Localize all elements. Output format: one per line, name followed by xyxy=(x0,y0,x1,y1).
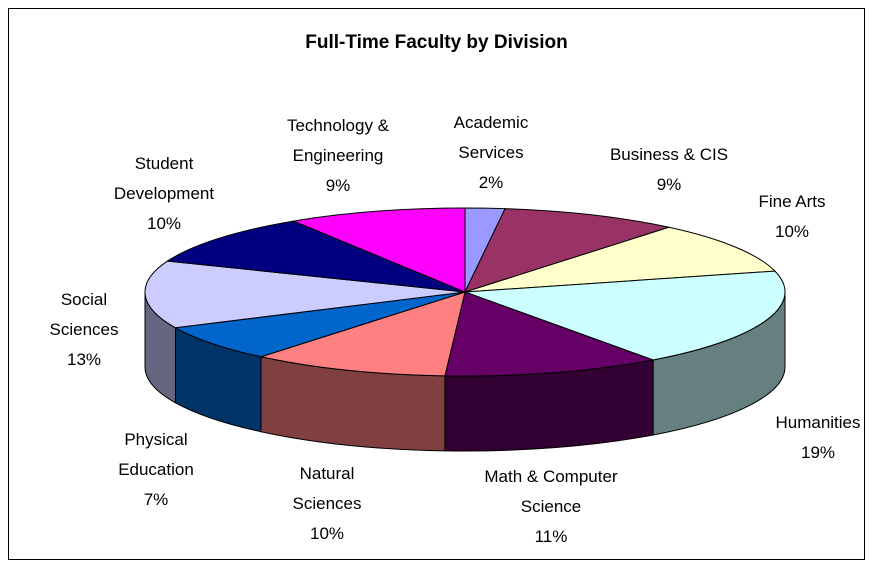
pie-slice xyxy=(144,260,466,329)
category-name: Physical Education xyxy=(118,430,194,479)
category-name: Business & CIS xyxy=(609,145,729,164)
percent-label: 9% xyxy=(325,176,351,195)
pie-slice xyxy=(173,291,466,358)
percent-label: 10% xyxy=(774,222,810,241)
category-name: Humanities xyxy=(775,413,861,432)
category-name: Student Development xyxy=(113,154,215,203)
slice-label: Physical Education 7% xyxy=(106,425,206,515)
pie-slice xyxy=(464,208,671,293)
slice-label: Academic Services 2% xyxy=(441,108,541,198)
pie-slice xyxy=(291,207,466,293)
pie-slice xyxy=(464,270,786,361)
percent-label: 19% xyxy=(800,443,836,462)
category-name: Social Sciences xyxy=(49,290,119,339)
percent-label: 10% xyxy=(309,524,345,543)
slice-label: Student Development 10% xyxy=(109,149,219,239)
percent-label: 11% xyxy=(534,527,568,546)
category-name: Math & Computer Science xyxy=(484,467,618,516)
slice-label: Fine Arts 10% xyxy=(742,187,842,247)
pie-walls xyxy=(144,291,786,452)
percent-label: 10% xyxy=(146,214,182,233)
percent-label: 7% xyxy=(143,490,169,509)
percent-label: 2% xyxy=(478,173,504,192)
pie-slice xyxy=(259,291,466,377)
percent-label: 13% xyxy=(66,350,102,369)
slice-label: Natural Sciences 10% xyxy=(277,459,377,549)
slice-label: Math & Computer Science 11% xyxy=(471,462,631,552)
pie-slice xyxy=(166,220,466,293)
slice-label: Technology & Engineering 9% xyxy=(278,111,398,201)
category-name: Natural Sciences xyxy=(292,464,362,513)
slice-label: Social Sciences 13% xyxy=(44,285,124,375)
category-name: Fine Arts xyxy=(758,192,826,211)
category-name: Technology & Engineering xyxy=(286,116,390,165)
category-name: Academic Services xyxy=(453,113,529,162)
pie-tops xyxy=(144,207,786,377)
chart-title: Full-Time Faculty by Division xyxy=(305,32,568,53)
pie-slice xyxy=(464,226,777,293)
percent-label: 9% xyxy=(656,175,682,194)
pie-slice xyxy=(444,291,655,377)
slice-label: Humanities 19% xyxy=(763,408,873,468)
slice-label: Business & CIS 9% xyxy=(579,140,759,200)
